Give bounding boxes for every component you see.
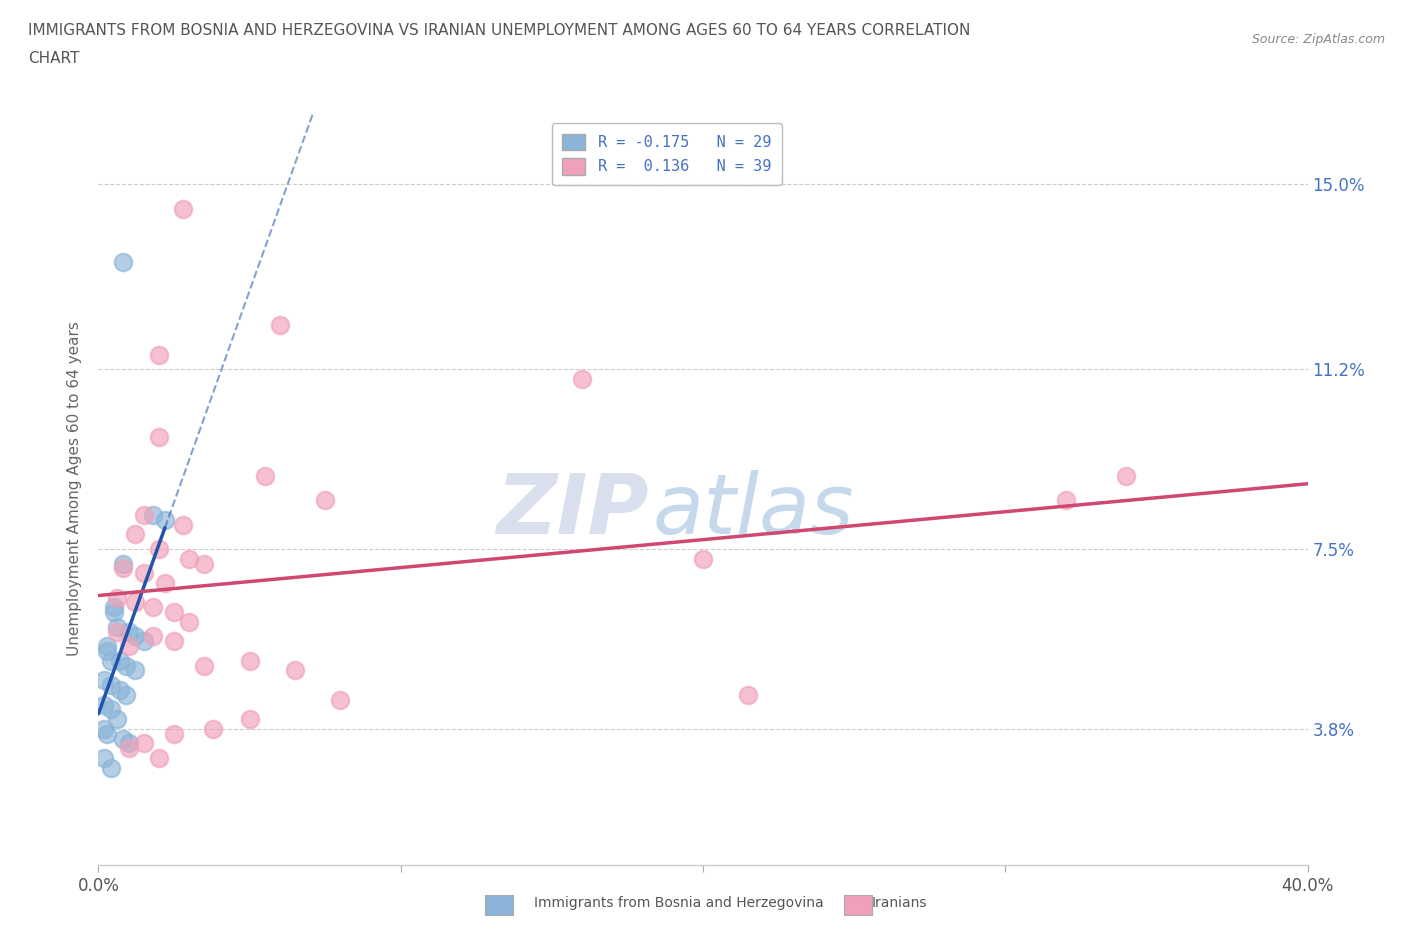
Point: [118, 736, 141, 751]
Point: [142, 508, 165, 523]
Point: [202, 722, 225, 737]
Point: [100, 678, 122, 693]
Point: [124, 629, 146, 644]
Point: [108, 654, 131, 669]
Point: [1115, 469, 1137, 484]
Point: [142, 600, 165, 615]
Point: [96, 726, 118, 741]
Point: [103, 600, 125, 615]
Point: [737, 687, 759, 702]
Point: [93, 698, 115, 712]
Point: [111, 561, 134, 576]
Point: [100, 760, 122, 775]
Point: [153, 512, 176, 527]
Point: [93, 672, 115, 687]
Point: [96, 639, 118, 654]
Text: CHART: CHART: [28, 51, 80, 66]
Point: [163, 634, 186, 649]
Point: [692, 551, 714, 566]
Point: [105, 624, 128, 639]
Point: [284, 663, 307, 678]
Point: [148, 751, 170, 765]
Point: [153, 576, 176, 591]
Point: [172, 517, 194, 532]
Point: [1054, 493, 1077, 508]
Point: [193, 556, 215, 571]
Point: [105, 711, 128, 726]
Point: [239, 654, 262, 669]
Point: [148, 347, 170, 362]
Point: [179, 551, 201, 566]
Text: IMMIGRANTS FROM BOSNIA AND HERZEGOVINA VS IRANIAN UNEMPLOYMENT AMONG AGES 60 TO : IMMIGRANTS FROM BOSNIA AND HERZEGOVINA V…: [28, 23, 970, 38]
Point: [239, 711, 262, 726]
Text: ZIP: ZIP: [496, 471, 648, 551]
Legend: R = -0.175   N = 29, R =  0.136   N = 39: R = -0.175 N = 29, R = 0.136 N = 39: [551, 123, 782, 185]
Point: [118, 741, 141, 756]
Point: [118, 639, 141, 654]
Point: [124, 595, 146, 610]
Point: [179, 615, 201, 630]
Point: [132, 634, 155, 649]
Point: [105, 619, 128, 634]
Point: [571, 371, 593, 386]
Point: [111, 556, 134, 571]
Text: atlas: atlas: [652, 471, 853, 551]
Point: [100, 702, 122, 717]
Point: [111, 731, 134, 746]
Point: [142, 629, 165, 644]
Point: [93, 751, 115, 765]
Y-axis label: Unemployment Among Ages 60 to 64 years: Unemployment Among Ages 60 to 64 years: [67, 321, 83, 656]
Point: [253, 469, 276, 484]
Point: [329, 692, 352, 707]
Point: [105, 591, 128, 605]
Point: [148, 541, 170, 556]
Text: Iranians: Iranians: [872, 896, 927, 910]
Point: [100, 654, 122, 669]
Point: [148, 430, 170, 445]
Point: [172, 202, 194, 217]
Text: Source: ZipAtlas.com: Source: ZipAtlas.com: [1251, 33, 1385, 46]
Point: [118, 624, 141, 639]
Point: [103, 604, 125, 619]
Point: [132, 565, 155, 580]
Point: [124, 663, 146, 678]
Text: Immigrants from Bosnia and Herzegovina: Immigrants from Bosnia and Herzegovina: [534, 896, 824, 910]
Point: [114, 658, 136, 673]
Point: [269, 318, 291, 333]
Point: [93, 722, 115, 737]
Point: [314, 493, 336, 508]
Point: [114, 687, 136, 702]
Point: [96, 644, 118, 658]
Point: [132, 736, 155, 751]
Point: [124, 527, 146, 542]
Point: [193, 658, 215, 673]
Point: [111, 255, 134, 270]
Point: [108, 683, 131, 698]
Point: [163, 726, 186, 741]
Point: [163, 604, 186, 619]
Point: [132, 508, 155, 523]
